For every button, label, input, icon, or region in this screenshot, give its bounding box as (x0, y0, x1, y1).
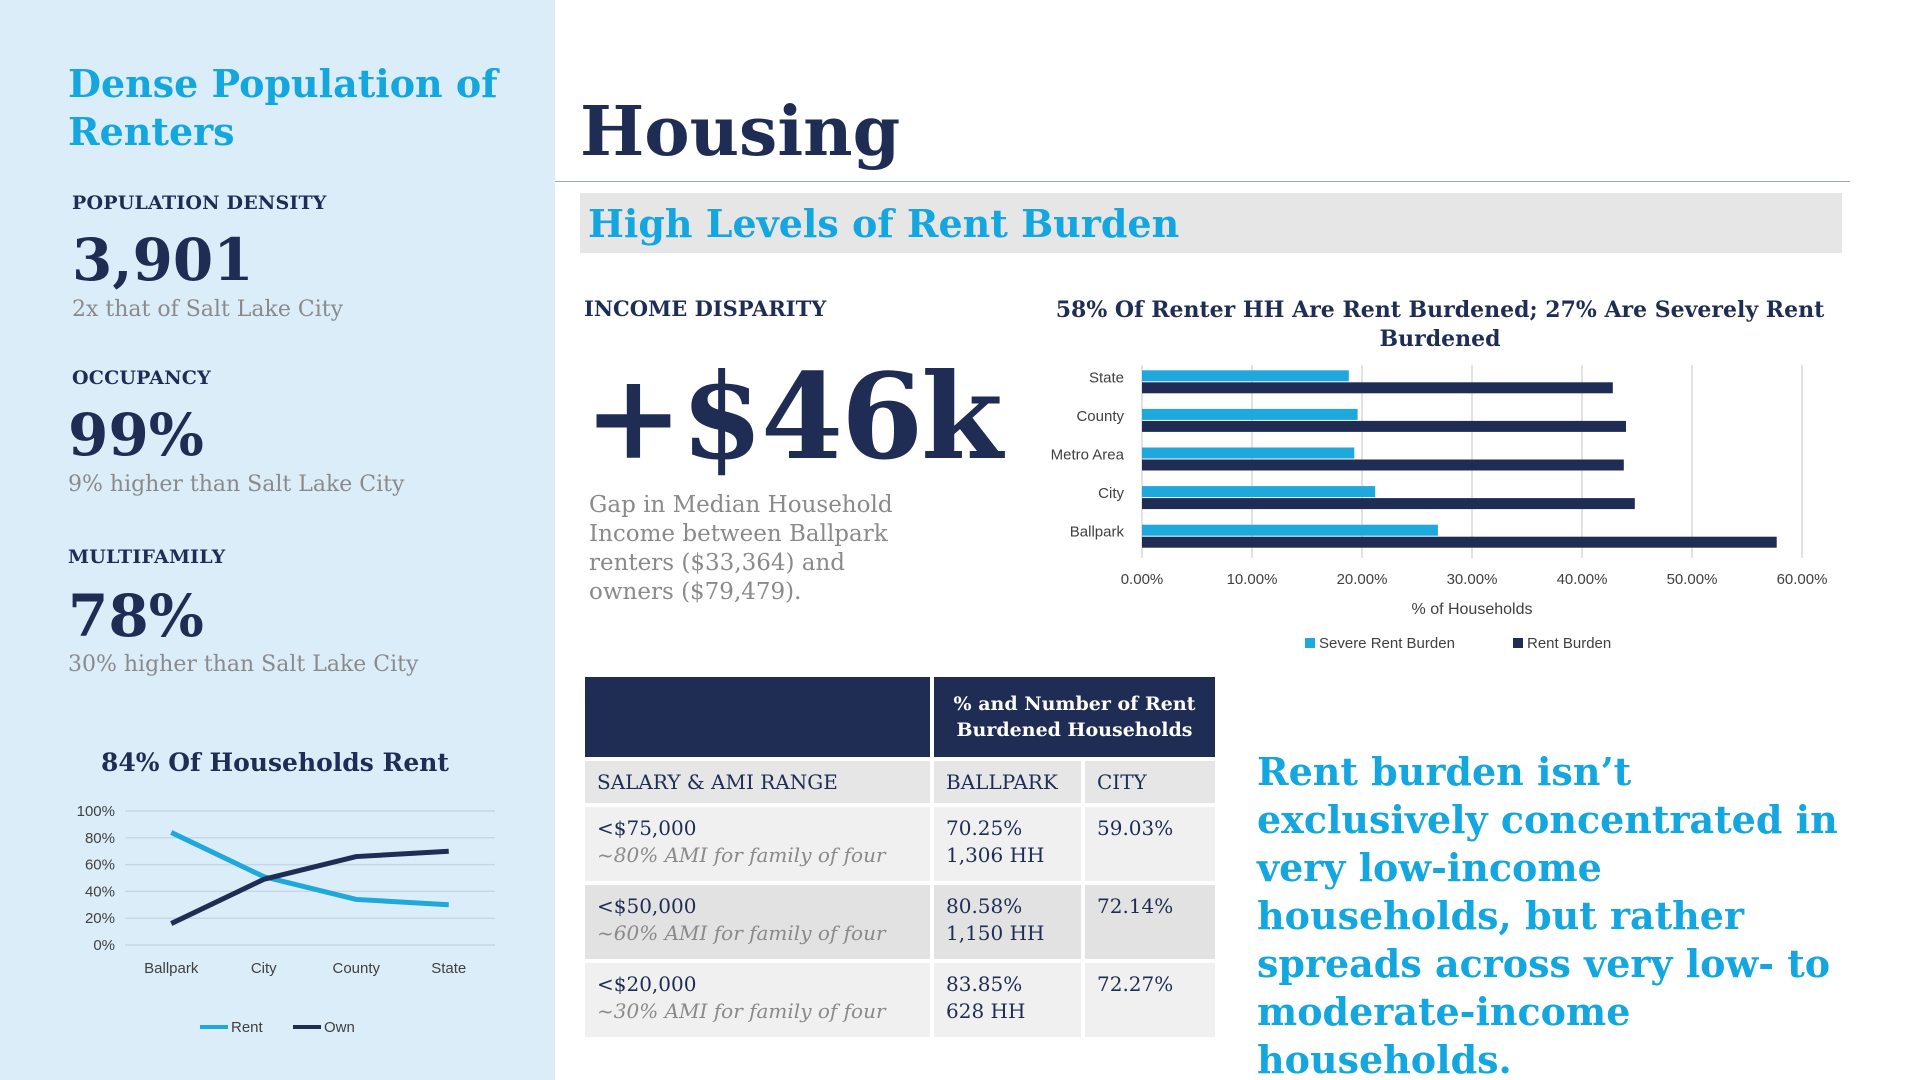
series-line-rent (170, 830, 449, 908)
x-tick-label: 30.00% (1447, 571, 1498, 588)
occupancy-note: 9% higher than Salt Lake City (68, 472, 405, 497)
bar (1142, 498, 1635, 510)
bar (1142, 486, 1376, 498)
multifamily-value: 78% (68, 582, 204, 650)
x-tick-label: State (431, 960, 466, 977)
table-row: <$50,000 ~60% AMI for family of four 80.5… (585, 885, 1215, 959)
row-ballpark-hh: 1,150 HH (946, 921, 1045, 945)
occupancy-label: OCCUPANCY (72, 367, 211, 389)
x-tick-label: 40.00% (1557, 571, 1608, 588)
multifamily-note: 30% higher than Salt Lake City (68, 652, 419, 677)
y-tick-label: 100% (77, 803, 115, 820)
y-tick-label: 20% (85, 910, 115, 927)
x-tick-label: City (251, 960, 277, 977)
line-chart-title: 84% Of Households Rent (101, 748, 449, 777)
y-tick-label: City (1098, 485, 1124, 502)
series-line-own (170, 848, 449, 926)
column-label-ballpark: BALLPARK (934, 761, 1081, 803)
bar (1142, 447, 1355, 459)
table-header-blank (585, 677, 930, 757)
occupancy-value: 99% (68, 401, 204, 469)
y-tick-label: 60% (85, 857, 115, 874)
row-ami: ~60% AMI for family of four (597, 921, 886, 945)
rent-burden-table: % and Number of Rent Burdened Households… (581, 673, 1219, 1041)
legend-label: Rent Burden (1527, 635, 1611, 652)
row-ami: ~80% AMI for family of four (597, 843, 886, 867)
income-disparity-label: INCOME DISPARITY (584, 296, 827, 321)
row-ballpark-hh: 1,306 HH (946, 843, 1045, 867)
row-range: <$20,000 (597, 972, 697, 996)
legend-label: Rent (231, 1019, 264, 1036)
row-ballpark-pct: 70.25% (946, 816, 1023, 840)
x-tick-label: 10.00% (1227, 571, 1278, 588)
title-divider (555, 181, 1850, 182)
population-density-note: 2x that of Salt Lake City (72, 297, 344, 322)
section-banner-title: High Levels of Rent Burden (588, 201, 1180, 246)
column-label-range: SALARY & AMI RANGE (585, 761, 930, 803)
bar (1142, 536, 1777, 548)
legend-label: Own (324, 1019, 355, 1036)
households-line-chart: 100% 80% 60% 40% 20% 0% Ballpark City County Stat… (77, 803, 495, 1036)
row-ami: ~30% AMI for family of four (597, 999, 886, 1023)
population-density-value: 3,901 (72, 226, 254, 294)
income-disparity-description: Gap in Median Household Income between B… (589, 492, 893, 605)
population-density-label: POPULATION DENSITY (72, 192, 327, 214)
section-banner: High Levels of Rent Burden (580, 193, 1842, 253)
table-row: <$20,000 ~30% AMI for family of four 83.8… (585, 963, 1215, 1037)
bar (1142, 370, 1349, 382)
income-disparity-value: +$46k (584, 347, 1003, 486)
y-tick-label: Metro Area (1051, 447, 1125, 464)
row-range: <$50,000 (597, 894, 697, 918)
rent-burden-bar-chart: 0.00% 10.00% 20.00% 30.00% 40.00% 50.00% 60.00… (1051, 365, 1828, 652)
bar (1142, 382, 1613, 394)
column-label-city: CITY (1085, 761, 1215, 803)
x-tick-label: 0.00% (1121, 571, 1164, 588)
sidebar-panel: Dense Population of Renters POPULATION D… (0, 0, 555, 1080)
row-ballpark-hh: 628 HH (946, 999, 1026, 1023)
row-city-pct: 72.14% (1085, 885, 1215, 959)
row-city-pct: 59.03% (1085, 807, 1215, 881)
row-range: <$75,000 (597, 816, 697, 840)
bar (1142, 420, 1626, 432)
callout-text: Rent burden isn’t exclusively concentrat… (1257, 749, 1838, 1080)
bar (1142, 459, 1624, 471)
x-tick-label: Ballpark (144, 960, 199, 977)
row-ballpark-pct: 80.58% (946, 894, 1023, 918)
row-ballpark-pct: 83.85% (946, 972, 1023, 996)
legend-swatch (1513, 638, 1523, 648)
y-tick-label: State (1089, 369, 1124, 386)
page-title: Housing (580, 92, 901, 172)
bar (1142, 524, 1438, 536)
legend-label: Severe Rent Burden (1319, 635, 1455, 652)
table-row: <$75,000 ~80% AMI for family of four 70.2… (585, 807, 1215, 881)
x-tick-label: County (332, 960, 380, 977)
y-tick-label: 40% (85, 883, 115, 900)
y-tick-label: County (1076, 408, 1124, 425)
y-tick-label: 80% (85, 830, 115, 847)
row-city-pct: 72.27% (1085, 963, 1215, 1037)
x-tick-label: 20.00% (1337, 571, 1388, 588)
table-column-labels: SALARY & AMI RANGE BALLPARK CITY (585, 761, 1215, 803)
sidebar-title: Dense Population of Renters (68, 61, 498, 154)
x-axis-label: % of Households (1412, 601, 1533, 618)
x-tick-label: 60.00% (1777, 571, 1828, 588)
table-header: % and Number of Rent Burdened Households (934, 677, 1215, 757)
legend-swatch (1305, 638, 1315, 648)
bar-chart-title: 58% Of Renter HH Are Rent Burdened; 27% … (1055, 297, 1825, 352)
y-tick-label: 0% (93, 937, 115, 954)
x-tick-label: 50.00% (1667, 571, 1718, 588)
multifamily-label: MULTIFAMILY (68, 546, 226, 568)
y-tick-label: Ballpark (1070, 524, 1125, 541)
bar (1142, 408, 1358, 420)
